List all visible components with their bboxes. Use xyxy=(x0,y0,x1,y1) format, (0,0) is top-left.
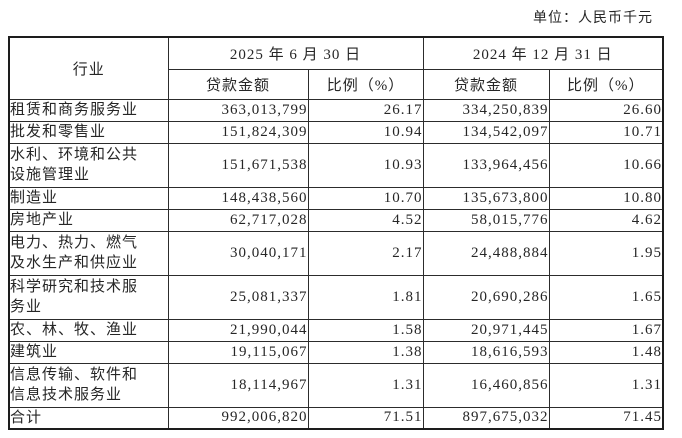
cell-ratio-2025: 10.70 xyxy=(307,186,424,210)
cell-ratio-2024: 1.48 xyxy=(548,340,664,364)
cell-total-loan-2024: 897,675,032 xyxy=(422,406,550,430)
cell-industry: 科学研究和技术服 务业 xyxy=(8,274,169,320)
cell-loan-2025: 30,040,171 xyxy=(167,230,309,276)
cell-ratio-2024: 1.67 xyxy=(548,318,664,342)
header-ratio-2024: 比例（%） xyxy=(548,68,664,100)
cell-industry: 租赁和商务服务业 xyxy=(8,98,169,122)
total-row: 合计 992,006,820 71.51 897,675,032 71.45 xyxy=(8,406,664,430)
loans-by-industry-table: 行业 2025 年 6 月 30 日 2024 年 12 月 31 日 贷款金额… xyxy=(8,36,665,430)
table-row: 租赁和商务服务业 363,013,799 26.17 334,250,839 2… xyxy=(8,98,664,122)
cell-loan-2025: 21,990,044 xyxy=(167,318,309,342)
cell-ratio-2025: 1.58 xyxy=(307,318,424,342)
table-row: 水利、环境和公共 设施管理业 151,671,538 10.93 133,964… xyxy=(8,142,664,188)
cell-loan-2025: 18,114,967 xyxy=(167,362,309,408)
cell-loan-2024: 135,673,800 xyxy=(422,186,550,210)
table-row: 农、林、牧、渔业 21,990,044 1.58 20,971,445 1.67 xyxy=(8,318,664,342)
cell-ratio-2025: 10.93 xyxy=(307,142,424,188)
cell-industry: 农、林、牧、渔业 xyxy=(8,318,169,342)
cell-industry: 信息传输、软件和 信息技术服务业 xyxy=(8,362,169,408)
header-ratio-2025: 比例（%） xyxy=(307,68,424,100)
cell-loan-2024: 133,964,456 xyxy=(422,142,550,188)
cell-ratio-2024: 1.31 xyxy=(548,362,664,408)
cell-loan-2024: 20,690,286 xyxy=(422,274,550,320)
header-industry: 行业 xyxy=(8,36,169,100)
header-row-measures: 贷款金额 比例（%） 贷款金额 比例（%） xyxy=(9,68,664,100)
cell-total-ratio-2025: 71.51 xyxy=(307,406,424,430)
table-row: 房地产业 62,717,028 4.52 58,015,776 4.62 xyxy=(8,208,664,232)
header-loan-amount-2024: 贷款金额 xyxy=(422,68,550,100)
cell-loan-2025: 363,013,799 xyxy=(167,98,309,122)
cell-loan-2024: 134,542,097 xyxy=(422,120,550,144)
header-period-2024: 2024 年 12 月 31 日 xyxy=(422,36,664,70)
cell-ratio-2025: 1.81 xyxy=(307,274,424,320)
cell-industry: 批发和零售业 xyxy=(8,120,169,144)
table-row: 科学研究和技术服 务业 25,081,337 1.81 20,690,286 1… xyxy=(8,274,664,320)
unit-label: 单位：人民币千元 xyxy=(533,11,653,26)
cell-loan-2024: 20,971,445 xyxy=(422,318,550,342)
cell-ratio-2024: 1.95 xyxy=(548,230,664,276)
cell-industry: 水利、环境和公共 设施管理业 xyxy=(8,142,169,188)
cell-ratio-2025: 10.94 xyxy=(307,120,424,144)
cell-industry: 制造业 xyxy=(8,186,169,210)
cell-loan-2024: 18,616,593 xyxy=(422,340,550,364)
table-row: 制造业 148,438,560 10.70 135,673,800 10.80 xyxy=(8,186,664,210)
cell-loan-2025: 25,081,337 xyxy=(167,274,309,320)
cell-loan-2025: 151,824,309 xyxy=(167,120,309,144)
cell-ratio-2025: 1.38 xyxy=(307,340,424,364)
cell-ratio-2024: 1.65 xyxy=(548,274,664,320)
cell-ratio-2024: 10.80 xyxy=(548,186,664,210)
cell-ratio-2025: 26.17 xyxy=(307,98,424,122)
table-row: 建筑业 19,115,067 1.38 18,616,593 1.48 xyxy=(8,340,664,364)
cell-loan-2025: 62,717,028 xyxy=(167,208,309,232)
cell-loan-2024: 24,488,884 xyxy=(422,230,550,276)
cell-loan-2025: 148,438,560 xyxy=(167,186,309,210)
cell-industry: 电力、热力、燃气 及水生产和供应业 xyxy=(8,230,169,276)
table-row: 批发和零售业 151,824,309 10.94 134,542,097 10.… xyxy=(8,120,664,144)
header-loan-amount-2025: 贷款金额 xyxy=(167,68,309,100)
header-period-2025: 2025 年 6 月 30 日 xyxy=(167,36,424,70)
cell-total-label: 合计 xyxy=(8,406,169,430)
cell-loan-2024: 16,460,856 xyxy=(422,362,550,408)
cell-loan-2025: 151,671,538 xyxy=(167,142,309,188)
cell-loan-2024: 334,250,839 xyxy=(422,98,550,122)
cell-ratio-2024: 10.71 xyxy=(548,120,664,144)
cell-industry: 房地产业 xyxy=(8,208,169,232)
cell-ratio-2025: 1.31 xyxy=(307,362,424,408)
cell-loan-2024: 58,015,776 xyxy=(422,208,550,232)
cell-ratio-2024: 4.62 xyxy=(548,208,664,232)
cell-industry: 建筑业 xyxy=(8,340,169,364)
cell-ratio-2025: 2.17 xyxy=(307,230,424,276)
cell-loan-2025: 19,115,067 xyxy=(167,340,309,364)
table-row: 电力、热力、燃气 及水生产和供应业 30,040,171 2.17 24,488… xyxy=(8,230,664,276)
cell-ratio-2024: 26.60 xyxy=(548,98,664,122)
cell-total-ratio-2024: 71.45 xyxy=(548,406,664,430)
table-row: 信息传输、软件和 信息技术服务业 18,114,967 1.31 16,460,… xyxy=(8,362,664,408)
cell-total-loan-2025: 992,006,820 xyxy=(167,406,309,430)
cell-ratio-2025: 4.52 xyxy=(307,208,424,232)
cell-ratio-2024: 10.66 xyxy=(548,142,664,188)
header-row-periods: 行业 2025 年 6 月 30 日 2024 年 12 月 31 日 xyxy=(8,36,664,100)
